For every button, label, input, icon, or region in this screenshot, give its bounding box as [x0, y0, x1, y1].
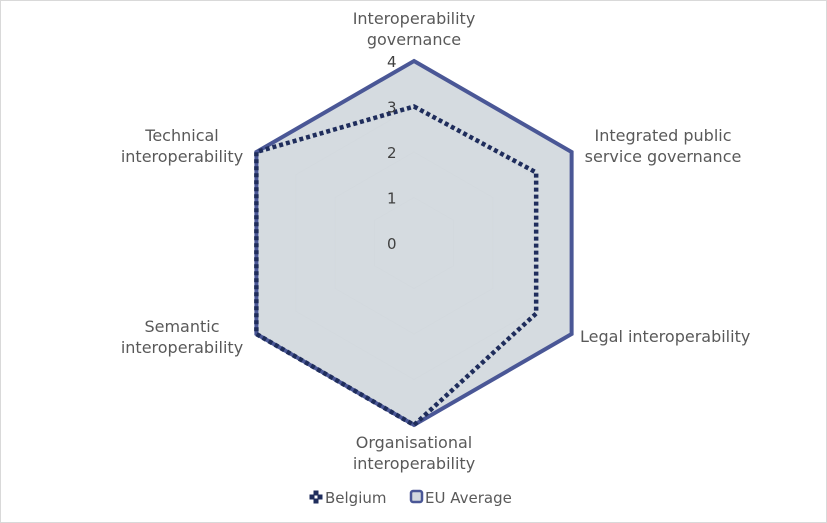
belgium-legend-marker [309, 490, 323, 504]
tick-labels: 0 1 2 3 4 [387, 53, 397, 253]
axis-label-legal-interoperability: Legal interoperability [580, 327, 750, 346]
eu-average-legend-marker [409, 489, 424, 504]
axis-labels: Interoperability governance Integrated pub… [121, 9, 750, 473]
series-eu-average-line [254, 58, 574, 428]
axis-label-organisational-interoperability: Organisational interoperability [353, 433, 475, 473]
legend-label-eu-average: EU Average [425, 489, 512, 507]
legend-item-belgium: Belgium [309, 489, 387, 507]
tick-label-1: 1 [387, 190, 397, 208]
axis-label-semantic-interoperability: Semantic interoperability [121, 317, 243, 357]
axis-label-technical-interoperability: Technical interoperability [121, 126, 243, 166]
legend: Belgium EU Average [309, 489, 512, 507]
tick-label-3: 3 [387, 99, 397, 117]
legend-item-eu-average: EU Average [409, 489, 512, 507]
legend-label-belgium: Belgium [325, 489, 387, 507]
axis-label-integrated-public-service-governance: Integrated public service governance [585, 126, 742, 166]
tick-label-2: 2 [387, 144, 397, 162]
tick-label-0: 0 [387, 235, 397, 253]
series-layer [254, 58, 574, 428]
tick-label-4: 4 [387, 53, 397, 71]
axis-label-interoperability-governance: Interoperability governance [353, 9, 476, 49]
